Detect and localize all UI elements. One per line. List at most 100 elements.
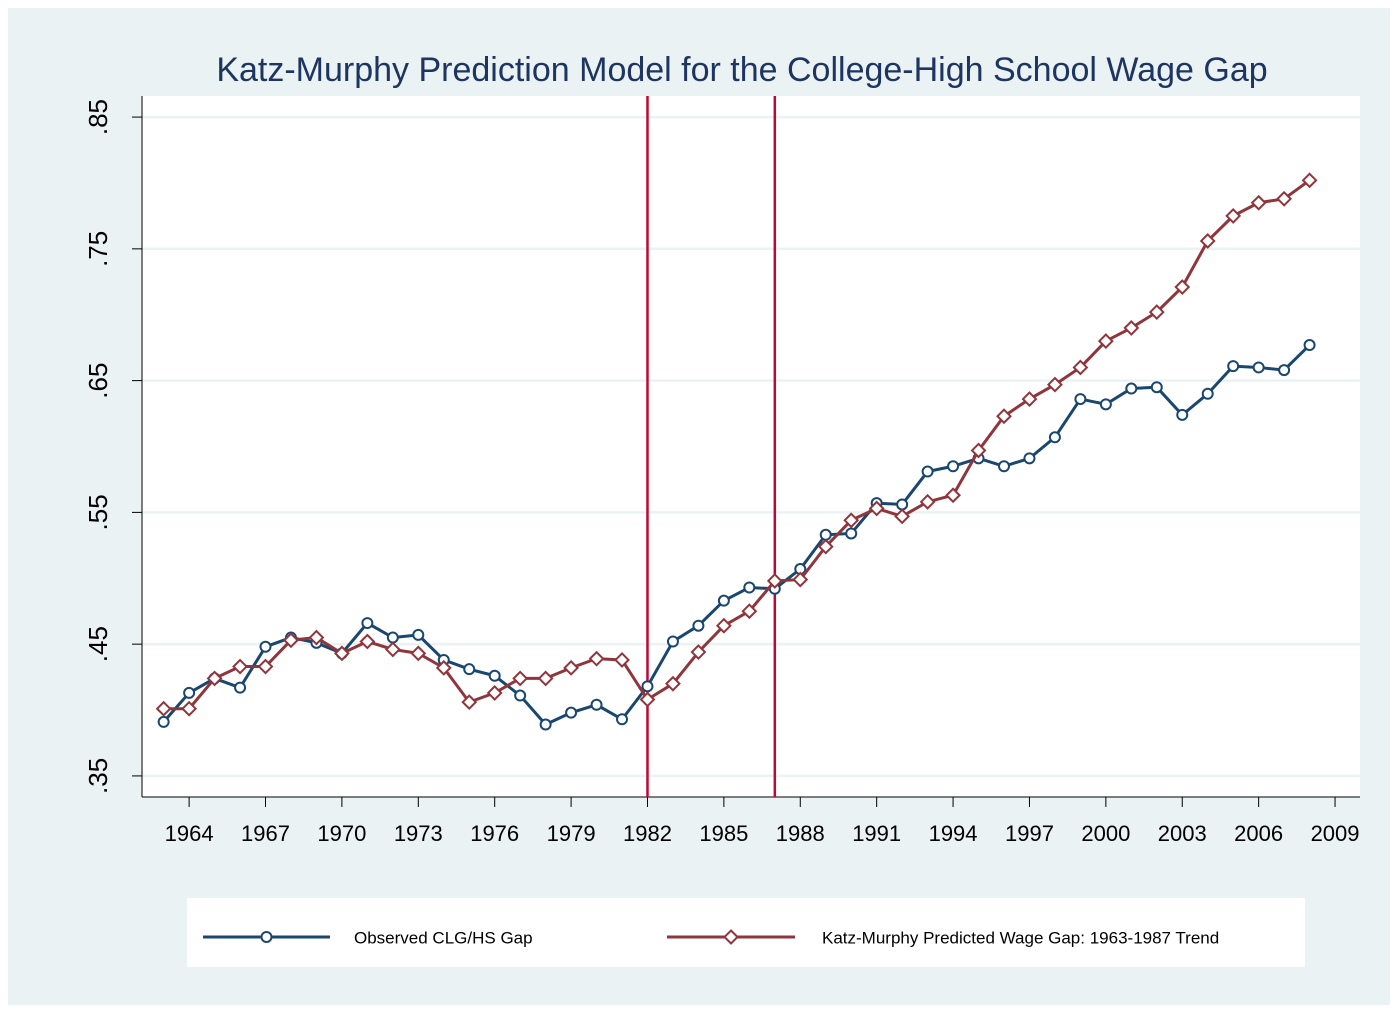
- x-tick-label: 1976: [470, 821, 519, 846]
- marker: [537, 670, 554, 687]
- marker: [257, 658, 274, 675]
- marker: [410, 645, 427, 662]
- marker: [639, 691, 656, 708]
- marker: [361, 617, 374, 630]
- marker: [232, 658, 248, 675]
- x-tick-label: 1982: [623, 821, 672, 846]
- marker: [539, 718, 552, 731]
- marker: [616, 713, 629, 726]
- marker: [868, 500, 885, 517]
- marker: [1199, 233, 1216, 249]
- marker: [1074, 393, 1087, 406]
- marker: [1201, 387, 1214, 400]
- marker: [715, 617, 732, 634]
- legend-label: Katz-Murphy Predicted Wage Gap: 1963-198…: [822, 928, 1219, 947]
- marker: [1301, 172, 1318, 189]
- marker: [1048, 431, 1061, 444]
- marker: [741, 603, 758, 620]
- marker: [435, 659, 452, 676]
- marker: [692, 619, 705, 632]
- marker: [206, 670, 223, 687]
- marker: [412, 628, 425, 641]
- marker: [333, 645, 350, 662]
- marker: [919, 493, 936, 510]
- marker: [384, 641, 401, 658]
- marker: [817, 538, 834, 555]
- marker: [1227, 360, 1240, 373]
- marker: [1125, 382, 1138, 395]
- x-tick-label: 1988: [776, 821, 825, 846]
- marker: [717, 594, 730, 607]
- y-tick-label: .45: [83, 626, 113, 662]
- marker: [157, 715, 170, 728]
- x-tick-label: 1991: [852, 821, 901, 846]
- marker: [283, 632, 299, 649]
- marker: [461, 694, 478, 711]
- marker: [512, 670, 529, 687]
- marker: [947, 460, 960, 473]
- marker: [1150, 381, 1163, 394]
- marker: [1174, 279, 1191, 295]
- marker: [486, 684, 503, 701]
- marker: [997, 460, 1010, 473]
- marker: [488, 669, 501, 682]
- series-line: [162, 343, 1311, 727]
- x-tick-label: 2009: [1311, 821, 1360, 846]
- marker: [563, 659, 580, 676]
- marker: [766, 572, 783, 589]
- marker: [666, 635, 679, 648]
- y-tick-label: .65: [83, 363, 113, 399]
- marker: [996, 408, 1012, 425]
- legend-box: [187, 898, 1305, 967]
- marker: [641, 680, 654, 693]
- legend-marker: [260, 931, 273, 943]
- x-tick-label: 2000: [1081, 821, 1130, 846]
- legend-marker: [723, 929, 739, 945]
- plot-area: [142, 96, 1360, 797]
- marker: [1176, 408, 1189, 421]
- marker: [259, 640, 272, 653]
- marker: [183, 686, 196, 699]
- marker: [1123, 319, 1140, 336]
- marker: [1250, 194, 1267, 211]
- marker: [514, 689, 527, 702]
- marker: [894, 508, 911, 525]
- marker: [743, 581, 756, 594]
- chart-title: Katz-Murphy Prediction Model for the Col…: [216, 51, 1267, 89]
- marker: [1276, 190, 1293, 207]
- marker: [819, 528, 832, 541]
- marker: [1148, 304, 1165, 321]
- marker: [843, 512, 860, 529]
- y-tick-label: .35: [83, 758, 113, 794]
- x-tick-label: 2003: [1158, 821, 1207, 846]
- marker: [896, 498, 909, 511]
- marker: [1097, 333, 1114, 350]
- marker: [1252, 361, 1265, 374]
- marker: [588, 650, 605, 667]
- marker: [792, 571, 809, 588]
- marker: [1023, 452, 1036, 465]
- marker: [1021, 391, 1038, 407]
- marker: [565, 706, 578, 719]
- x-tick-label: 2006: [1234, 821, 1283, 846]
- marker: [970, 442, 987, 459]
- y-tick-label: .75: [83, 231, 113, 267]
- marker: [181, 700, 198, 717]
- marker: [614, 652, 630, 668]
- x-tick-label: 1967: [241, 821, 290, 846]
- y-tick-label: .55: [83, 494, 113, 530]
- marker: [234, 681, 247, 694]
- marker: [1072, 359, 1089, 376]
- x-tick-label: 1970: [317, 821, 366, 846]
- x-tick-label: 1994: [929, 821, 978, 846]
- legend-label: Observed CLG/HS Gap: [354, 928, 533, 947]
- marker: [1225, 207, 1242, 224]
- x-tick-label: 1985: [699, 821, 748, 846]
- marker: [1047, 376, 1063, 393]
- x-tick-label: 1979: [547, 821, 596, 846]
- marker: [690, 644, 707, 660]
- x-tick-label: 1964: [165, 821, 214, 846]
- marker: [845, 527, 858, 540]
- x-tick-label: 1997: [1005, 821, 1054, 846]
